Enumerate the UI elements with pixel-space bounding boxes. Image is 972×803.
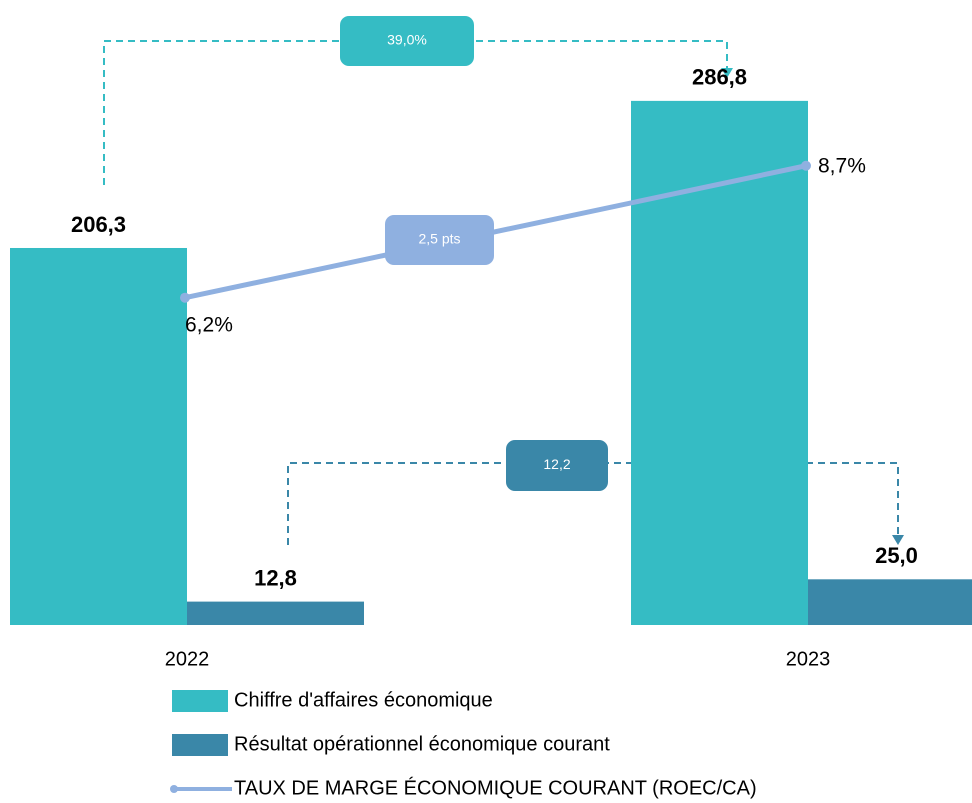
line-point (801, 160, 811, 171)
arrow (721, 68, 733, 78)
data-label: 286,8 (692, 65, 747, 90)
data-label: 8,7% (818, 154, 866, 177)
legend-label: TAUX DE MARGE ÉCONOMIQUE COURANT (ROEC/C… (234, 776, 757, 799)
line (184, 163, 807, 301)
annotation: 12,2 (543, 456, 570, 472)
bar (10, 247, 187, 626)
bar (631, 100, 808, 625)
bar (808, 579, 972, 625)
x-tick-label: 2022 (165, 648, 210, 670)
legend-swatch (172, 734, 228, 756)
legend-label: Chiffre d'affaires économique (234, 689, 493, 711)
bar (187, 601, 364, 625)
legend-dot (170, 785, 178, 793)
line-point (180, 292, 190, 303)
data-label: 6,2% (185, 313, 233, 336)
x-tick-label: 2023 (786, 648, 831, 670)
bracket (103, 40, 728, 185)
annotation-box (385, 215, 494, 265)
annotation-box (340, 16, 474, 66)
data-label: 25,0 (875, 543, 918, 568)
arrow (892, 535, 904, 545)
data-label: 12,8 (254, 565, 297, 590)
data-label: 206,3 (71, 212, 126, 237)
legend-label: Résultat opérationnel économique courant (234, 733, 610, 755)
annotation: 39,0% (387, 32, 427, 48)
legend-swatch (172, 690, 228, 712)
annotation-box (506, 440, 608, 491)
annotation: 2,5 pts (418, 231, 460, 247)
